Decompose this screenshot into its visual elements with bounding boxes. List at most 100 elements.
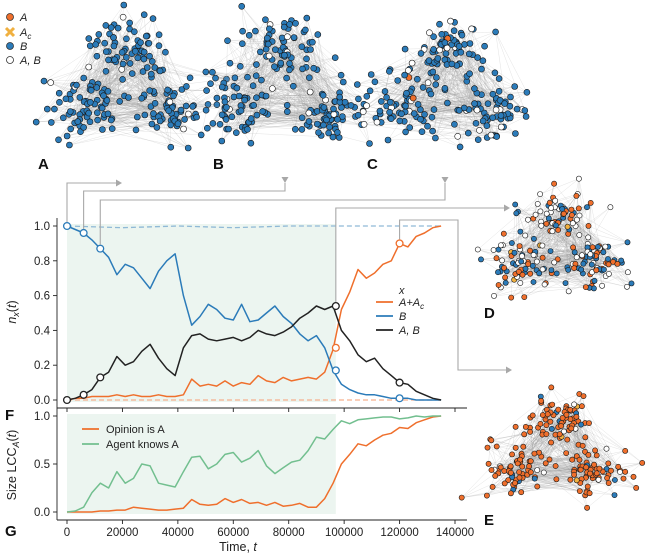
network-node: [146, 52, 153, 60]
legend-F-title: x: [398, 285, 405, 297]
network-node: [549, 228, 556, 235]
network-node: [414, 101, 422, 108]
network-node: [622, 447, 629, 454]
network-edge: [154, 67, 169, 103]
network-node: [427, 90, 435, 98]
network-edge: [590, 202, 601, 251]
snapshot-marker: [96, 244, 105, 253]
x-tick-label: 120000: [380, 527, 418, 539]
network-edge: [482, 60, 492, 136]
network-node: [525, 261, 532, 268]
network-node: [552, 222, 559, 229]
network-node: [56, 99, 63, 106]
network-node: [485, 460, 492, 467]
network-node: [149, 15, 157, 22]
network-node: [489, 483, 496, 490]
network-node: [571, 249, 578, 256]
network-node: [425, 57, 433, 64]
network-edge: [371, 47, 425, 75]
network-node: [576, 232, 583, 238]
network-node: [298, 126, 306, 133]
network-node: [507, 469, 514, 476]
network-node: [164, 86, 171, 94]
network-node: [402, 128, 409, 136]
network-node: [512, 480, 518, 486]
network-node: [497, 123, 505, 131]
network-node: [489, 114, 497, 121]
network-node: [404, 67, 412, 74]
network-nodes: [458, 384, 646, 511]
network-node: [429, 127, 436, 135]
network-node: [32, 118, 40, 126]
network-node: [548, 205, 555, 211]
network-node: [330, 111, 338, 118]
y-tick-label: 0.5: [34, 459, 50, 471]
network-node: [478, 256, 484, 263]
network-node: [253, 111, 261, 119]
network-edge: [561, 436, 581, 470]
network-node: [138, 95, 145, 102]
legend-F-label-B: B: [399, 311, 406, 323]
network-edge: [371, 74, 435, 110]
snapshot-marker: [395, 378, 404, 387]
network-node: [618, 257, 625, 264]
network-edge: [284, 48, 367, 97]
network-edge: [111, 119, 137, 131]
network-node: [573, 477, 580, 484]
network-node: [85, 35, 93, 42]
legend-label-Ac-subscript: c: [27, 32, 31, 41]
network-edge: [490, 439, 498, 472]
network-edge: [500, 194, 541, 246]
network-node: [302, 26, 309, 34]
network-node: [347, 102, 355, 109]
network-node: [519, 271, 526, 278]
network-node: [143, 32, 150, 40]
network-node: [353, 81, 361, 88]
network-node: [63, 132, 71, 140]
network-edge: [234, 59, 273, 78]
network-edge: [227, 40, 285, 57]
network-node: [170, 92, 177, 100]
network-node: [546, 456, 553, 463]
network-node: [568, 425, 575, 432]
legend-marker-Ac-cross-icon: [4, 26, 16, 38]
network-edge: [527, 219, 588, 252]
network-node: [556, 431, 563, 438]
network-node: [426, 29, 433, 37]
network-edge: [43, 80, 161, 122]
network-node: [565, 266, 572, 273]
network-edge: [238, 111, 310, 122]
network-node: [151, 100, 159, 107]
network-node: [256, 48, 264, 56]
network-node: [434, 55, 442, 62]
network-edge: [504, 483, 615, 496]
snapshot-marker: [331, 301, 340, 311]
network-node: [218, 111, 226, 119]
network-node: [522, 232, 529, 239]
network-node: [119, 13, 127, 21]
network-node: [408, 59, 416, 67]
network-edge: [510, 478, 624, 494]
legend-G-label-knows: Agent knows A: [106, 439, 179, 451]
network-edge: [412, 41, 443, 64]
network-node: [92, 41, 99, 48]
network-node: [622, 468, 629, 475]
network-node: [95, 31, 103, 38]
network-node: [329, 133, 337, 141]
network-node: [319, 92, 327, 99]
network-edge: [173, 95, 189, 115]
network-node: [474, 246, 481, 253]
network-edge: [495, 31, 528, 93]
network-node: [166, 98, 174, 106]
x-tick-label: 20000: [106, 527, 138, 539]
network-edge: [141, 59, 145, 99]
network-edge: [362, 110, 370, 144]
network-node: [492, 106, 500, 114]
network-node: [458, 494, 465, 501]
network-node: [271, 63, 278, 70]
network-node: [499, 257, 506, 264]
network-node: [181, 116, 188, 123]
network-edge: [129, 63, 171, 125]
network-node: [417, 115, 424, 123]
network-edge: [519, 476, 634, 478]
